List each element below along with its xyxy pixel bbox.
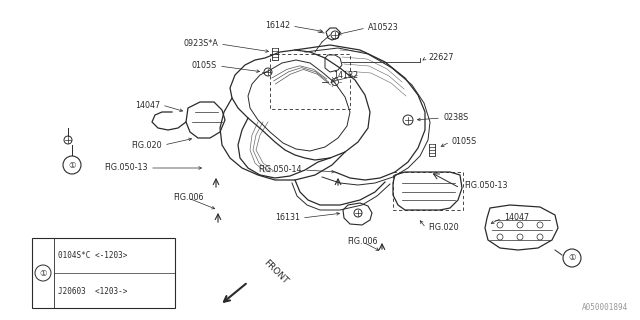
Text: 16142: 16142 [265, 21, 290, 30]
Text: J20603  <1203->: J20603 <1203-> [58, 286, 127, 295]
Text: 14047: 14047 [135, 100, 160, 109]
Text: FIG.050-13: FIG.050-13 [104, 164, 148, 172]
Text: 0104S*C <-1203>: 0104S*C <-1203> [58, 251, 127, 260]
Text: ①: ① [39, 268, 47, 277]
Text: FIG.006: FIG.006 [348, 237, 378, 246]
Text: FIG.050-13: FIG.050-13 [464, 180, 508, 189]
Text: FIG.006: FIG.006 [173, 194, 204, 203]
Text: 16131: 16131 [275, 213, 300, 222]
Text: 0923S*A: 0923S*A [183, 39, 218, 49]
Text: ①: ① [568, 253, 576, 262]
Text: 0105S: 0105S [452, 138, 477, 147]
Text: A050001894: A050001894 [582, 303, 628, 312]
Text: 0238S: 0238S [443, 114, 468, 123]
Text: 0105S: 0105S [192, 61, 217, 70]
Text: A10523: A10523 [368, 23, 399, 33]
Text: FIG.050-14: FIG.050-14 [259, 165, 302, 174]
Text: FIG.020: FIG.020 [131, 140, 162, 149]
Text: 14182: 14182 [333, 70, 358, 79]
Text: ①: ① [68, 161, 76, 170]
Text: FRONT: FRONT [262, 258, 290, 286]
Text: FIG.020: FIG.020 [428, 223, 459, 233]
Text: 22627: 22627 [428, 53, 454, 62]
Text: 14047: 14047 [504, 213, 529, 222]
